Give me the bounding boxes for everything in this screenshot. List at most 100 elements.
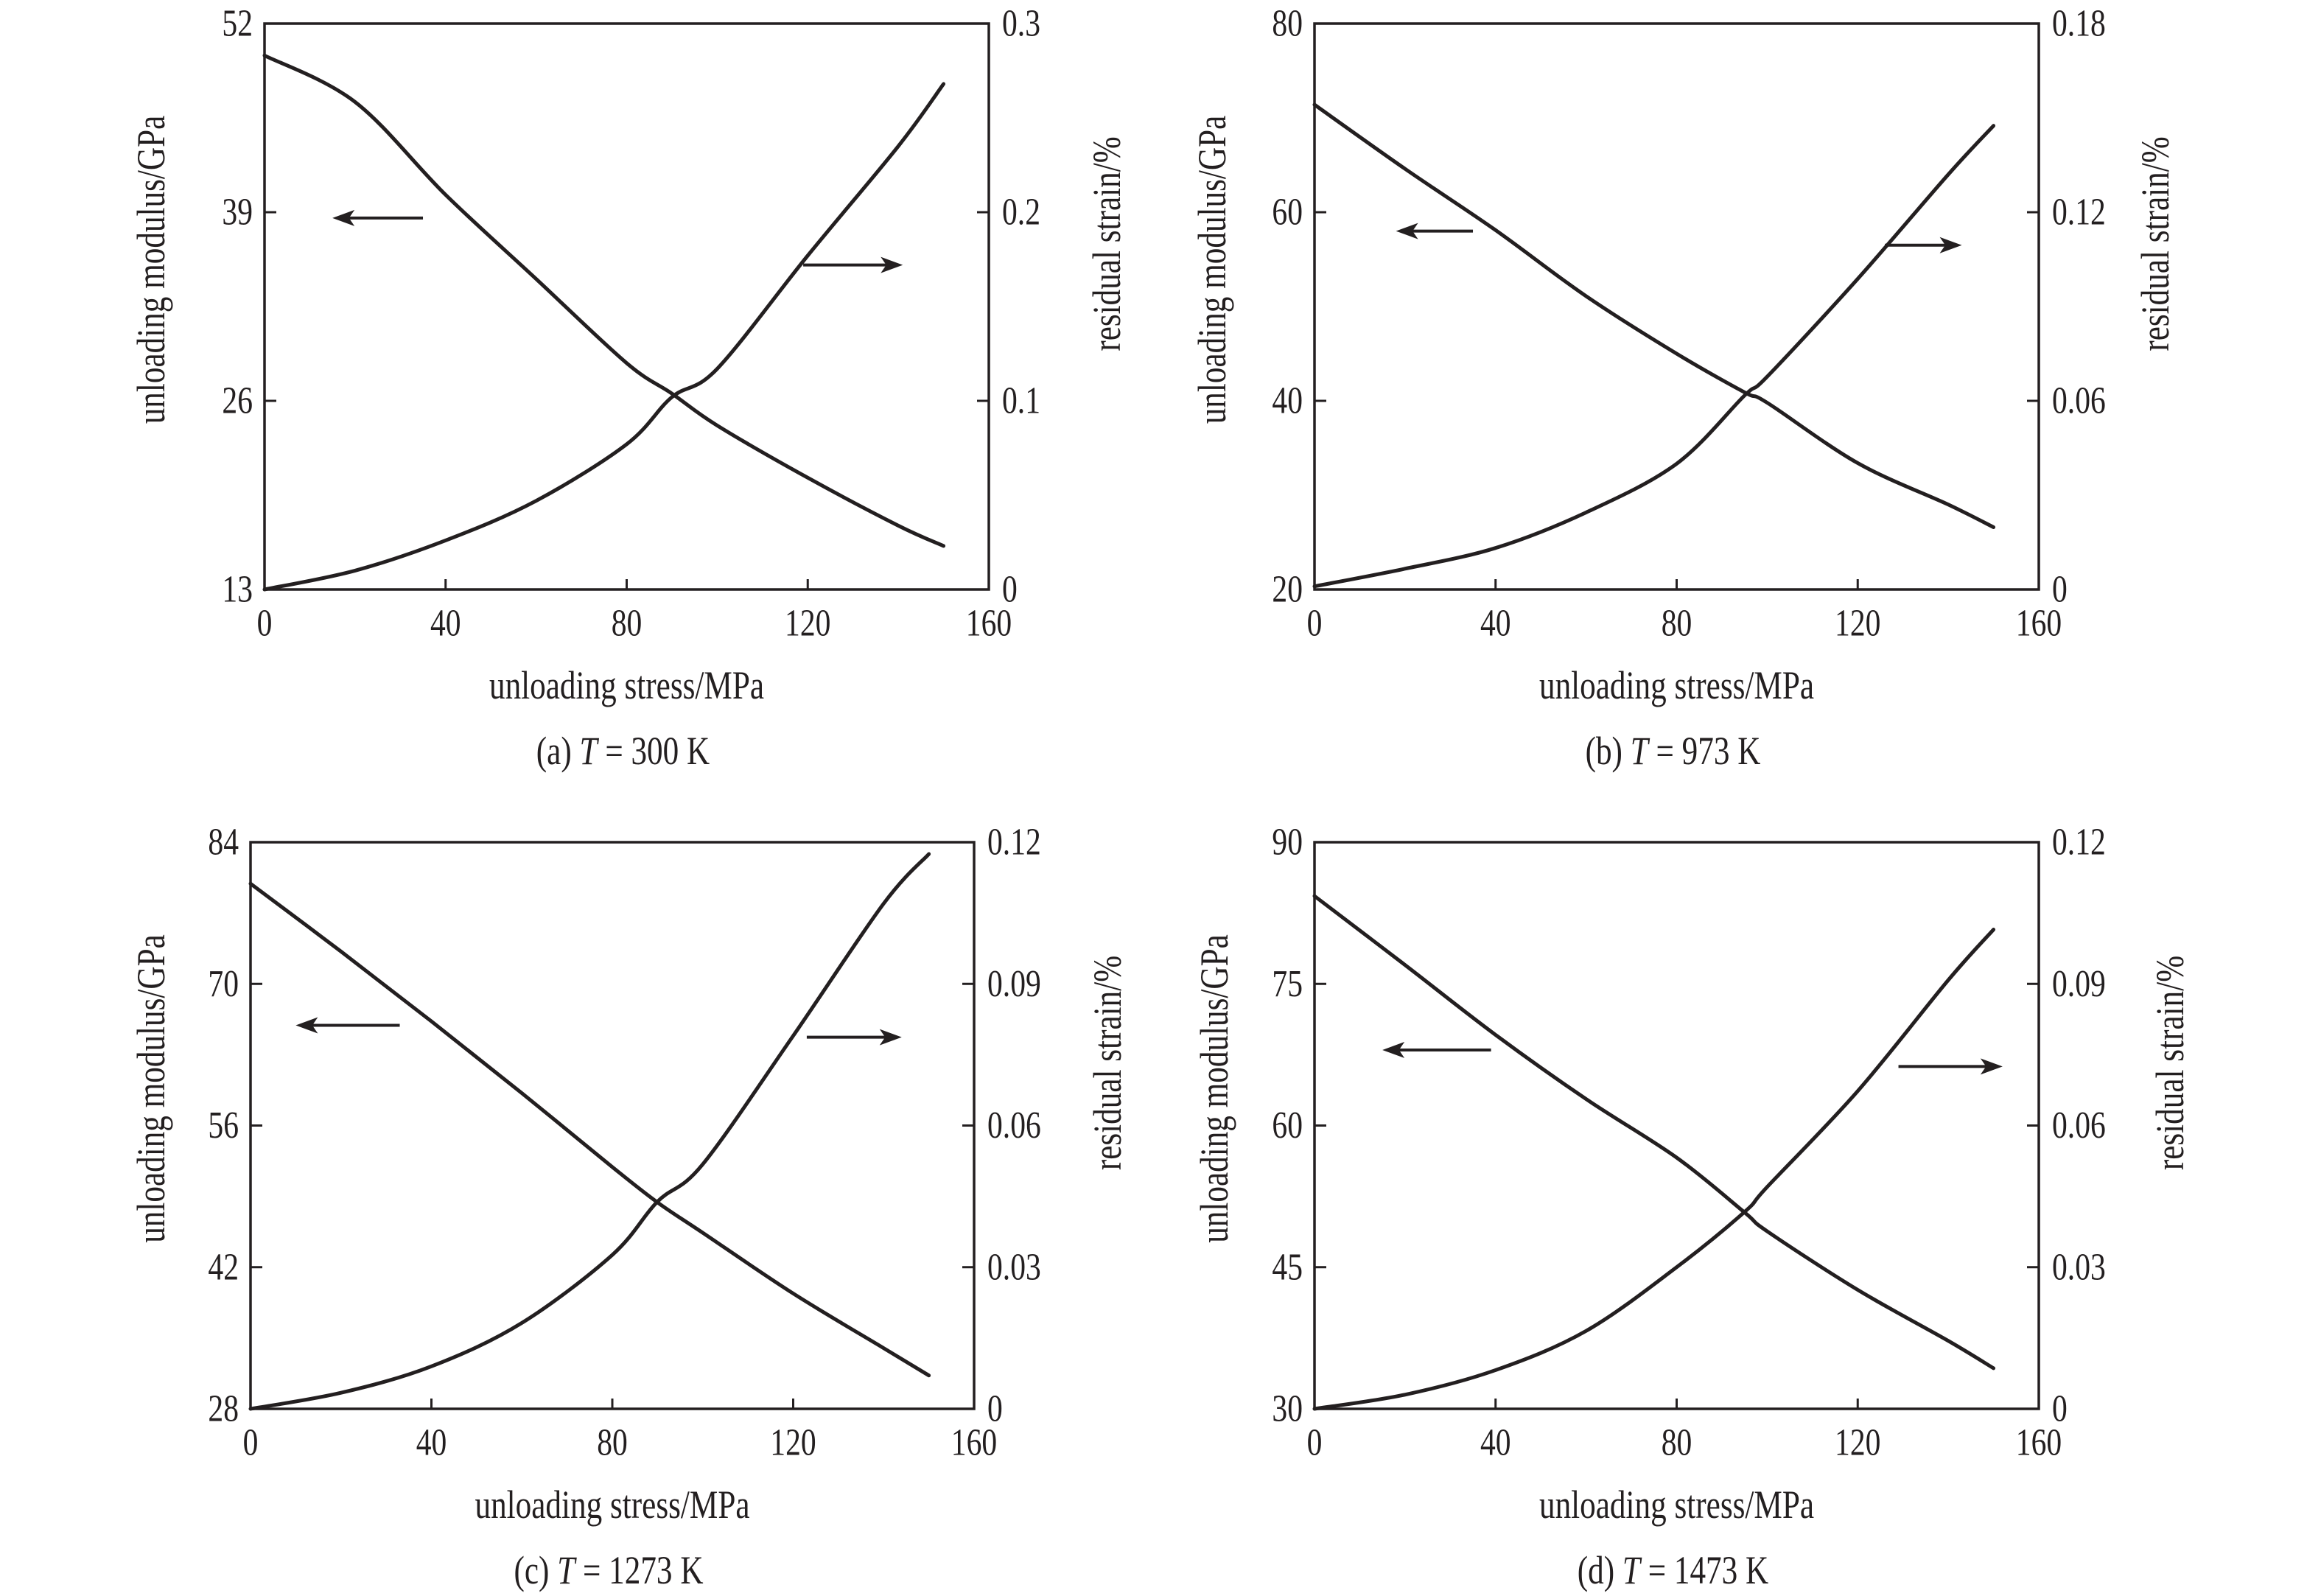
y-left-tick-label: 40 xyxy=(1272,379,1303,421)
y-left-tick-label: 28 xyxy=(208,1387,239,1429)
y-right-tick-label-group: 0.09 xyxy=(987,963,1041,1005)
x-tick-label-group: 40 xyxy=(416,1421,447,1463)
y-left-tick-label-group: 56 xyxy=(208,1105,239,1147)
caption-prefix: (a) xyxy=(536,728,580,773)
y-right-tick-label: 0.03 xyxy=(987,1246,1041,1288)
x-tick-label: 160 xyxy=(951,1421,997,1463)
caption-suffix: = 1273 K xyxy=(575,1547,703,1592)
x-tick-label-group: 160 xyxy=(2016,602,2062,644)
caption-prefix: (c) xyxy=(514,1547,557,1592)
y-right-tick-label-group: 0.1 xyxy=(1002,379,1040,421)
x-axis-label-d: unloading stress/MPa xyxy=(1539,1483,1814,1527)
x-tick-label: 120 xyxy=(770,1421,816,1463)
y-right-tick-label-group: 0.12 xyxy=(987,821,1041,863)
y-left-tick-label: 70 xyxy=(208,963,239,1005)
x-tick-label: 160 xyxy=(2016,602,2062,644)
x-tick-label: 80 xyxy=(597,1421,628,1463)
x-tick-label-group: 120 xyxy=(1835,1421,1880,1463)
y-right-tick-label: 0 xyxy=(2052,1387,2068,1429)
x-tick-label-group: 80 xyxy=(1662,1421,1692,1463)
arrow-left-icon xyxy=(332,209,424,226)
y-right-tick-label-group: 0.03 xyxy=(987,1246,1041,1288)
y-right-tick-label-group: 0.06 xyxy=(987,1105,1041,1147)
x-tick-label-group: 80 xyxy=(612,602,643,644)
plot-frame xyxy=(1313,841,2040,1410)
caption-variable: T xyxy=(1622,1547,1642,1592)
y-right-tick-label-group: 0.03 xyxy=(2052,1246,2106,1288)
x-tick-label-group: 0 xyxy=(257,602,273,644)
caption-prefix: (b) xyxy=(1586,728,1631,773)
y-right-tick-label: 0.2 xyxy=(1002,191,1040,233)
modulus-curve xyxy=(1312,102,1996,530)
caption-c: (c) T = 1273 K xyxy=(514,1547,703,1592)
y-left-tick-label: 75 xyxy=(1272,963,1303,1005)
caption-b: (b) T = 973 K xyxy=(1586,728,1761,773)
x-tick-label-group: 0 xyxy=(243,1421,259,1463)
y-left-tick-label-group: 75 xyxy=(1272,963,1303,1005)
x-tick-label: 120 xyxy=(785,602,830,644)
y-left-tick-label-group: 26 xyxy=(222,379,253,421)
y-right-tick-label: 0.03 xyxy=(2052,1246,2106,1288)
y-left-tick-label-group: 20 xyxy=(1272,568,1303,610)
y-right-tick-label-group: 0.09 xyxy=(2052,963,2106,1005)
caption-suffix: = 973 K xyxy=(1648,728,1761,773)
x-tick-label-group: 160 xyxy=(951,1421,997,1463)
modulus-curve xyxy=(248,881,931,1378)
y-right-tick-label: 0.09 xyxy=(2052,963,2106,1005)
y-axis-label-left-b: unloading modulus/GPa xyxy=(1190,115,1235,424)
y-left-tick-label: 20 xyxy=(1272,568,1303,610)
y-right-tick-label-group: 0.06 xyxy=(2052,379,2106,421)
arrow-right-icon xyxy=(1898,1058,2003,1075)
y-axis-label-right-b: residual strain/% xyxy=(2133,136,2178,351)
caption-suffix: = 300 K xyxy=(598,728,710,773)
panel-b: (b) T = 973 K unloading stress/MPa unloa… xyxy=(1190,2,2178,772)
y-right-tick-label-group: 0.2 xyxy=(1002,191,1040,233)
x-tick-label: 0 xyxy=(1307,602,1323,644)
y-left-tick-label-group: 80 xyxy=(1272,2,1303,44)
modulus-curve xyxy=(262,53,946,548)
strain-curve xyxy=(1312,928,1996,1411)
y-left-tick-label-group: 70 xyxy=(208,963,239,1005)
y-left-tick-label: 26 xyxy=(222,379,253,421)
y-left-tick-label: 80 xyxy=(1272,2,1303,44)
y-left-tick-label-group: 45 xyxy=(1272,1246,1303,1288)
y-left-tick-label-group: 84 xyxy=(208,821,239,863)
arrow-right-icon xyxy=(803,256,903,273)
x-tick-label: 80 xyxy=(1662,602,1692,644)
x-tick-label: 40 xyxy=(1480,602,1511,644)
y-left-tick-label-group: 40 xyxy=(1272,379,1303,421)
x-tick-label: 160 xyxy=(2016,1421,2062,1463)
y-left-tick-label-group: 60 xyxy=(1272,191,1303,233)
y-left-tick-label-group: 39 xyxy=(222,191,253,233)
caption-variable: T xyxy=(580,728,600,773)
y-right-tick-label: 0.12 xyxy=(2052,191,2106,233)
x-tick-label-group: 120 xyxy=(1835,602,1880,644)
x-tick-label: 160 xyxy=(966,602,1012,644)
x-tick-label-group: 80 xyxy=(597,1421,628,1463)
x-tick-label: 40 xyxy=(1480,1421,1511,1463)
y-axis-label-left-a: unloading modulus/GPa xyxy=(129,115,174,424)
y-right-tick-label: 0.12 xyxy=(987,821,1041,863)
x-axis-label-b: unloading stress/MPa xyxy=(1539,663,1814,708)
y-left-tick-label-group: 90 xyxy=(1272,821,1303,863)
caption-a: (a) T = 300 K xyxy=(536,728,710,773)
arrow-left-icon xyxy=(1396,223,1474,239)
x-axis-label-a: unloading stress/MPa xyxy=(489,663,764,708)
y-left-tick-label-group: 13 xyxy=(222,568,253,610)
y-axis-label-left-c: unloading modulus/GPa xyxy=(129,934,174,1243)
y-left-tick-label: 84 xyxy=(208,821,239,863)
caption-d: (d) T = 1473 K xyxy=(1578,1547,1768,1592)
y-right-tick-label-group: 0 xyxy=(987,1387,1003,1429)
x-tick-label-group: 40 xyxy=(1480,602,1511,644)
y-right-tick-label-group: 0.06 xyxy=(2052,1105,2106,1147)
strain-curve xyxy=(248,852,931,1411)
y-left-tick-label: 90 xyxy=(1272,821,1303,863)
x-tick-label: 0 xyxy=(1307,1421,1323,1463)
y-right-tick-label: 0.06 xyxy=(2052,1105,2106,1147)
caption-suffix: = 1473 K xyxy=(1640,1547,1768,1592)
y-left-tick-label: 60 xyxy=(1272,1105,1303,1147)
y-axis-label-right-a: residual strain/% xyxy=(1085,136,1130,351)
y-left-tick-label: 30 xyxy=(1272,1387,1303,1429)
y-right-tick-label-group: 0 xyxy=(2052,568,2068,610)
x-axis-label-c: unloading stress/MPa xyxy=(475,1483,749,1527)
